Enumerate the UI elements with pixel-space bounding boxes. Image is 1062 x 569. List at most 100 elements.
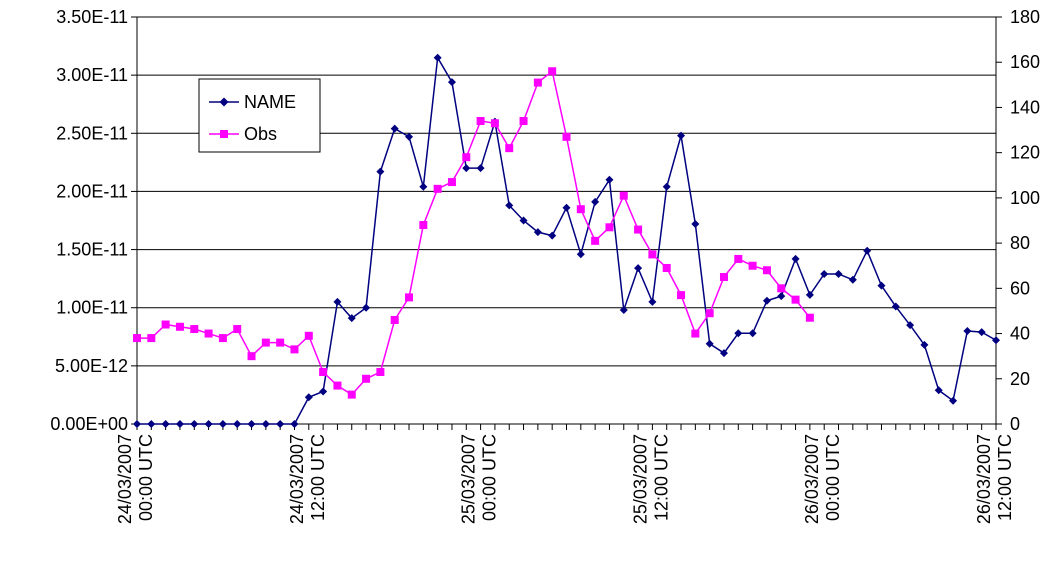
data-point-name xyxy=(920,340,929,349)
data-point-name xyxy=(447,78,456,87)
data-point-obs xyxy=(247,352,256,361)
data-point-name xyxy=(734,329,743,338)
data-point-name xyxy=(362,303,371,312)
y-right-tick-label: 180 xyxy=(1010,7,1040,27)
x-tick-label-time: 00:00 UTC xyxy=(136,434,156,521)
data-point-name xyxy=(934,386,943,395)
data-point-obs xyxy=(562,132,571,141)
data-point-name xyxy=(190,420,199,428)
y-left-tick-label: 2.50E-11 xyxy=(56,123,128,143)
data-point-name xyxy=(977,328,986,337)
data-point-name xyxy=(662,182,671,191)
data-point-name xyxy=(863,246,872,255)
legend-item-obs: Obs xyxy=(209,124,277,144)
data-point-name xyxy=(390,124,399,133)
data-point-name xyxy=(762,296,771,305)
data-point-name xyxy=(748,329,757,338)
data-point-name xyxy=(276,420,285,428)
x-tick-label: 24/03/2007 00:00 UTC xyxy=(115,434,156,524)
data-point-obs xyxy=(261,338,270,347)
data-point-name xyxy=(261,420,270,428)
y-left-tick-label: 2.00E-11 xyxy=(56,181,128,201)
data-point-obs xyxy=(133,334,141,343)
y-left-tick-label: 3.50E-11 xyxy=(56,7,128,27)
x-tick-label-date: 24/03/2007 xyxy=(115,434,135,524)
x-tick-label-time: 12:00 UTC xyxy=(995,434,1015,521)
y-right-tick-label: 120 xyxy=(1010,143,1040,163)
data-point-name xyxy=(619,306,628,315)
data-point-name xyxy=(333,297,342,306)
data-point-name xyxy=(247,420,256,428)
legend-label-name: NAME xyxy=(244,92,296,112)
x-tick-label-date: 25/03/2007 xyxy=(630,434,650,524)
data-point-obs xyxy=(805,313,814,322)
data-point-name xyxy=(233,420,242,428)
data-point-obs xyxy=(662,263,671,272)
y-axis-right-ticks: 0 20 40 60 80 100 120 140 160 180 xyxy=(996,7,1040,434)
data-point-name xyxy=(891,302,900,311)
data-point-name xyxy=(462,164,471,173)
data-point-obs xyxy=(791,295,800,304)
data-point-name xyxy=(634,264,643,273)
data-point-obs xyxy=(376,367,385,376)
data-point-obs xyxy=(719,273,728,282)
data-point-name xyxy=(419,182,428,191)
data-point-name xyxy=(533,228,542,237)
data-point-obs xyxy=(576,205,585,214)
data-point-obs xyxy=(362,374,371,383)
data-point-name xyxy=(805,290,814,299)
data-point-name xyxy=(648,297,657,306)
y-right-tick-label: 80 xyxy=(1010,233,1030,253)
y-right-tick-label: 0 xyxy=(1010,414,1020,434)
data-point-obs xyxy=(462,153,471,162)
data-point-name xyxy=(519,216,528,225)
data-point-name xyxy=(719,349,728,358)
data-point-name xyxy=(591,197,600,206)
data-point-obs xyxy=(447,178,456,187)
data-point-obs xyxy=(548,67,557,76)
data-point-name xyxy=(175,420,184,428)
data-point-name xyxy=(133,420,141,428)
data-point-obs xyxy=(390,315,399,324)
data-point-name xyxy=(562,203,571,212)
data-point-name xyxy=(505,201,514,210)
x-tick-label: 24/03/2007 12:00 UTC xyxy=(287,434,328,524)
data-point-name xyxy=(949,396,958,405)
data-point-name xyxy=(691,219,700,228)
x-tick-label-date: 25/03/2007 xyxy=(459,434,479,524)
data-point-obs xyxy=(175,322,184,331)
y-right-tick-label: 60 xyxy=(1010,278,1030,298)
data-point-obs xyxy=(276,338,285,347)
axes xyxy=(136,17,997,425)
data-point-obs xyxy=(419,221,428,230)
data-point-obs xyxy=(147,334,156,343)
data-point-name xyxy=(319,387,328,396)
y-left-tick-label: 3.00E-11 xyxy=(56,65,128,85)
data-point-obs xyxy=(505,144,514,153)
data-point-name xyxy=(290,420,299,428)
x-tick-label-time: 00:00 UTC xyxy=(823,434,843,521)
data-point-name xyxy=(963,326,972,335)
data-point-name xyxy=(705,339,714,348)
y-right-tick-label: 20 xyxy=(1010,369,1030,389)
data-point-name xyxy=(548,231,557,240)
x-tick-label: 26/03/2007 12:00 UTC xyxy=(974,434,1015,524)
x-tick-label-time: 12:00 UTC xyxy=(308,434,328,521)
data-point-obs xyxy=(591,236,600,245)
data-point-obs xyxy=(304,331,313,340)
data-point-obs xyxy=(648,250,657,259)
x-tick-label-date: 26/03/2007 xyxy=(974,434,994,524)
data-point-obs xyxy=(490,119,499,128)
data-point-name xyxy=(304,393,313,402)
data-point-name xyxy=(376,167,385,176)
legend-marker-obs xyxy=(220,130,228,138)
x-tick-label-time: 00:00 UTC xyxy=(480,434,500,521)
data-point-name xyxy=(476,164,485,173)
y-left-tick-label: 5.00E-12 xyxy=(55,356,128,376)
series-name xyxy=(133,53,1000,428)
data-point-name xyxy=(605,175,614,184)
series-obs xyxy=(133,67,814,399)
legend-label-obs: Obs xyxy=(244,124,277,144)
data-point-obs xyxy=(519,117,528,126)
x-tick-label: 26/03/2007 00:00 UTC xyxy=(802,434,843,524)
